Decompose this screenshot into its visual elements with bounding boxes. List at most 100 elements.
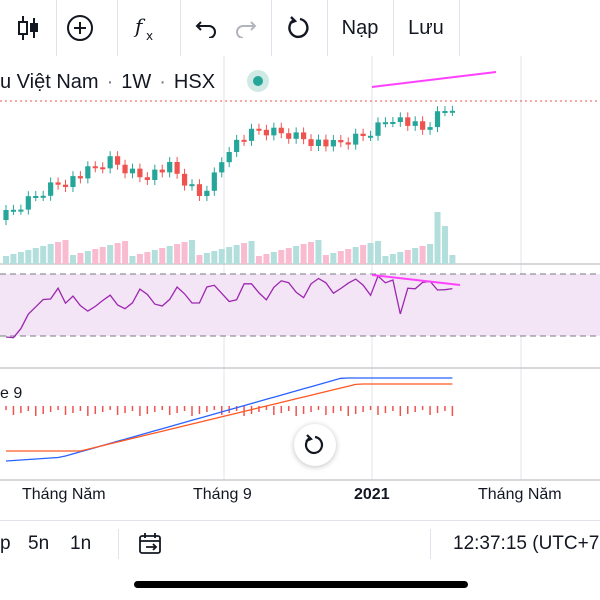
volume-bar bbox=[315, 240, 322, 264]
goto-date-icon[interactable] bbox=[138, 521, 164, 567]
candle bbox=[167, 162, 173, 173]
candle bbox=[241, 139, 247, 142]
save-button[interactable]: Lưu bbox=[400, 0, 452, 56]
refresh-icon[interactable] bbox=[280, 0, 320, 56]
x-axis-label: Tháng 9 bbox=[193, 486, 252, 503]
redo-icon[interactable] bbox=[228, 0, 262, 56]
volume-bar bbox=[84, 251, 91, 264]
legend-separator-2: · bbox=[159, 70, 166, 93]
volume-bar bbox=[248, 241, 255, 264]
reset-chart-button[interactable] bbox=[294, 424, 336, 466]
candle bbox=[323, 139, 329, 147]
svg-text:f: f bbox=[133, 14, 146, 38]
undo-icon[interactable] bbox=[190, 0, 224, 56]
candle bbox=[353, 133, 359, 145]
volume-bar bbox=[189, 240, 195, 264]
candle bbox=[330, 140, 336, 147]
volume-bar bbox=[92, 249, 99, 264]
range-label: 1n bbox=[70, 533, 92, 554]
range-label: p bbox=[0, 533, 11, 554]
volume-bar bbox=[25, 250, 32, 264]
volume-bar bbox=[166, 246, 173, 264]
candle bbox=[70, 176, 76, 187]
candle bbox=[375, 122, 381, 136]
timezone-clock[interactable]: 12:37:15 (UTC+7 bbox=[453, 521, 599, 567]
macd-legend: e 9 bbox=[0, 385, 23, 402]
range-button[interactable]: p bbox=[0, 521, 11, 567]
volume-bar bbox=[136, 254, 143, 264]
volume-bar bbox=[337, 251, 344, 264]
volume-bar bbox=[129, 256, 136, 264]
range-button-1n[interactable]: 1n bbox=[70, 521, 91, 567]
volume-bar bbox=[330, 253, 337, 264]
volume-bar bbox=[412, 248, 419, 264]
candle bbox=[263, 129, 269, 136]
volume-bar bbox=[10, 254, 17, 264]
candle bbox=[159, 169, 165, 173]
candle bbox=[248, 128, 255, 141]
volume-bar bbox=[434, 212, 441, 264]
candle bbox=[397, 117, 403, 122]
volume-bar bbox=[419, 246, 426, 264]
volume-bar bbox=[270, 252, 277, 264]
candle bbox=[122, 164, 128, 174]
volume-bar bbox=[322, 255, 329, 264]
volume-bar bbox=[203, 253, 210, 264]
volume-bar bbox=[404, 250, 411, 264]
volume-bar bbox=[181, 242, 188, 264]
candle bbox=[40, 195, 46, 198]
chart-area[interactable] bbox=[0, 56, 600, 518]
clock-label: 12:37:15 (UTC+7 bbox=[453, 533, 600, 554]
candle bbox=[367, 135, 374, 138]
candle bbox=[412, 121, 418, 126]
volume-bar bbox=[47, 244, 54, 264]
candle bbox=[100, 167, 106, 170]
volume-bar bbox=[122, 241, 129, 264]
reset-icon bbox=[304, 434, 324, 455]
load-button[interactable]: Nạp bbox=[334, 0, 386, 56]
volume-bar bbox=[226, 247, 233, 264]
candle bbox=[25, 196, 31, 210]
add-indicator-icon[interactable] bbox=[60, 0, 100, 56]
candle bbox=[107, 156, 113, 169]
symbol-legend[interactable]: u Việt Nam · 1W · HSX bbox=[0, 68, 215, 96]
volume-bar bbox=[263, 254, 270, 264]
range-button-5n[interactable]: 5n bbox=[28, 521, 49, 567]
volume-bar bbox=[375, 241, 381, 264]
candle bbox=[382, 122, 389, 125]
candle bbox=[405, 117, 411, 126]
fx-indicators-icon[interactable]: f x bbox=[126, 0, 166, 56]
candle bbox=[434, 111, 441, 128]
candle bbox=[278, 127, 284, 134]
volume-bar bbox=[300, 244, 307, 264]
candle bbox=[390, 122, 396, 124]
volume-bar bbox=[69, 255, 76, 264]
candle bbox=[301, 132, 307, 140]
volume-bar bbox=[278, 250, 285, 264]
volume-bars bbox=[3, 212, 456, 264]
volume-bar bbox=[352, 247, 359, 264]
candle bbox=[449, 110, 455, 113]
volume-bar bbox=[449, 255, 456, 264]
volume-bar bbox=[441, 226, 448, 264]
volume-bar bbox=[345, 249, 352, 264]
candle bbox=[115, 156, 121, 165]
volume-bar bbox=[114, 243, 121, 264]
volume-bar bbox=[107, 245, 114, 264]
volume-bar bbox=[32, 248, 39, 264]
candles-icon[interactable] bbox=[8, 0, 48, 56]
volume-bar bbox=[308, 242, 315, 264]
volume-bar bbox=[293, 246, 300, 264]
volume-bar bbox=[3, 256, 9, 264]
candle bbox=[360, 133, 366, 136]
candle bbox=[3, 210, 9, 220]
volume-bar bbox=[40, 246, 47, 264]
range-label: 5n bbox=[28, 533, 50, 554]
volume-bar bbox=[367, 243, 374, 264]
volume-bar bbox=[389, 254, 396, 264]
candle bbox=[18, 209, 24, 212]
x-axis-label: Tháng Năm bbox=[478, 486, 562, 503]
volume-bar bbox=[174, 244, 181, 264]
candle bbox=[85, 166, 91, 179]
candle bbox=[62, 184, 69, 187]
